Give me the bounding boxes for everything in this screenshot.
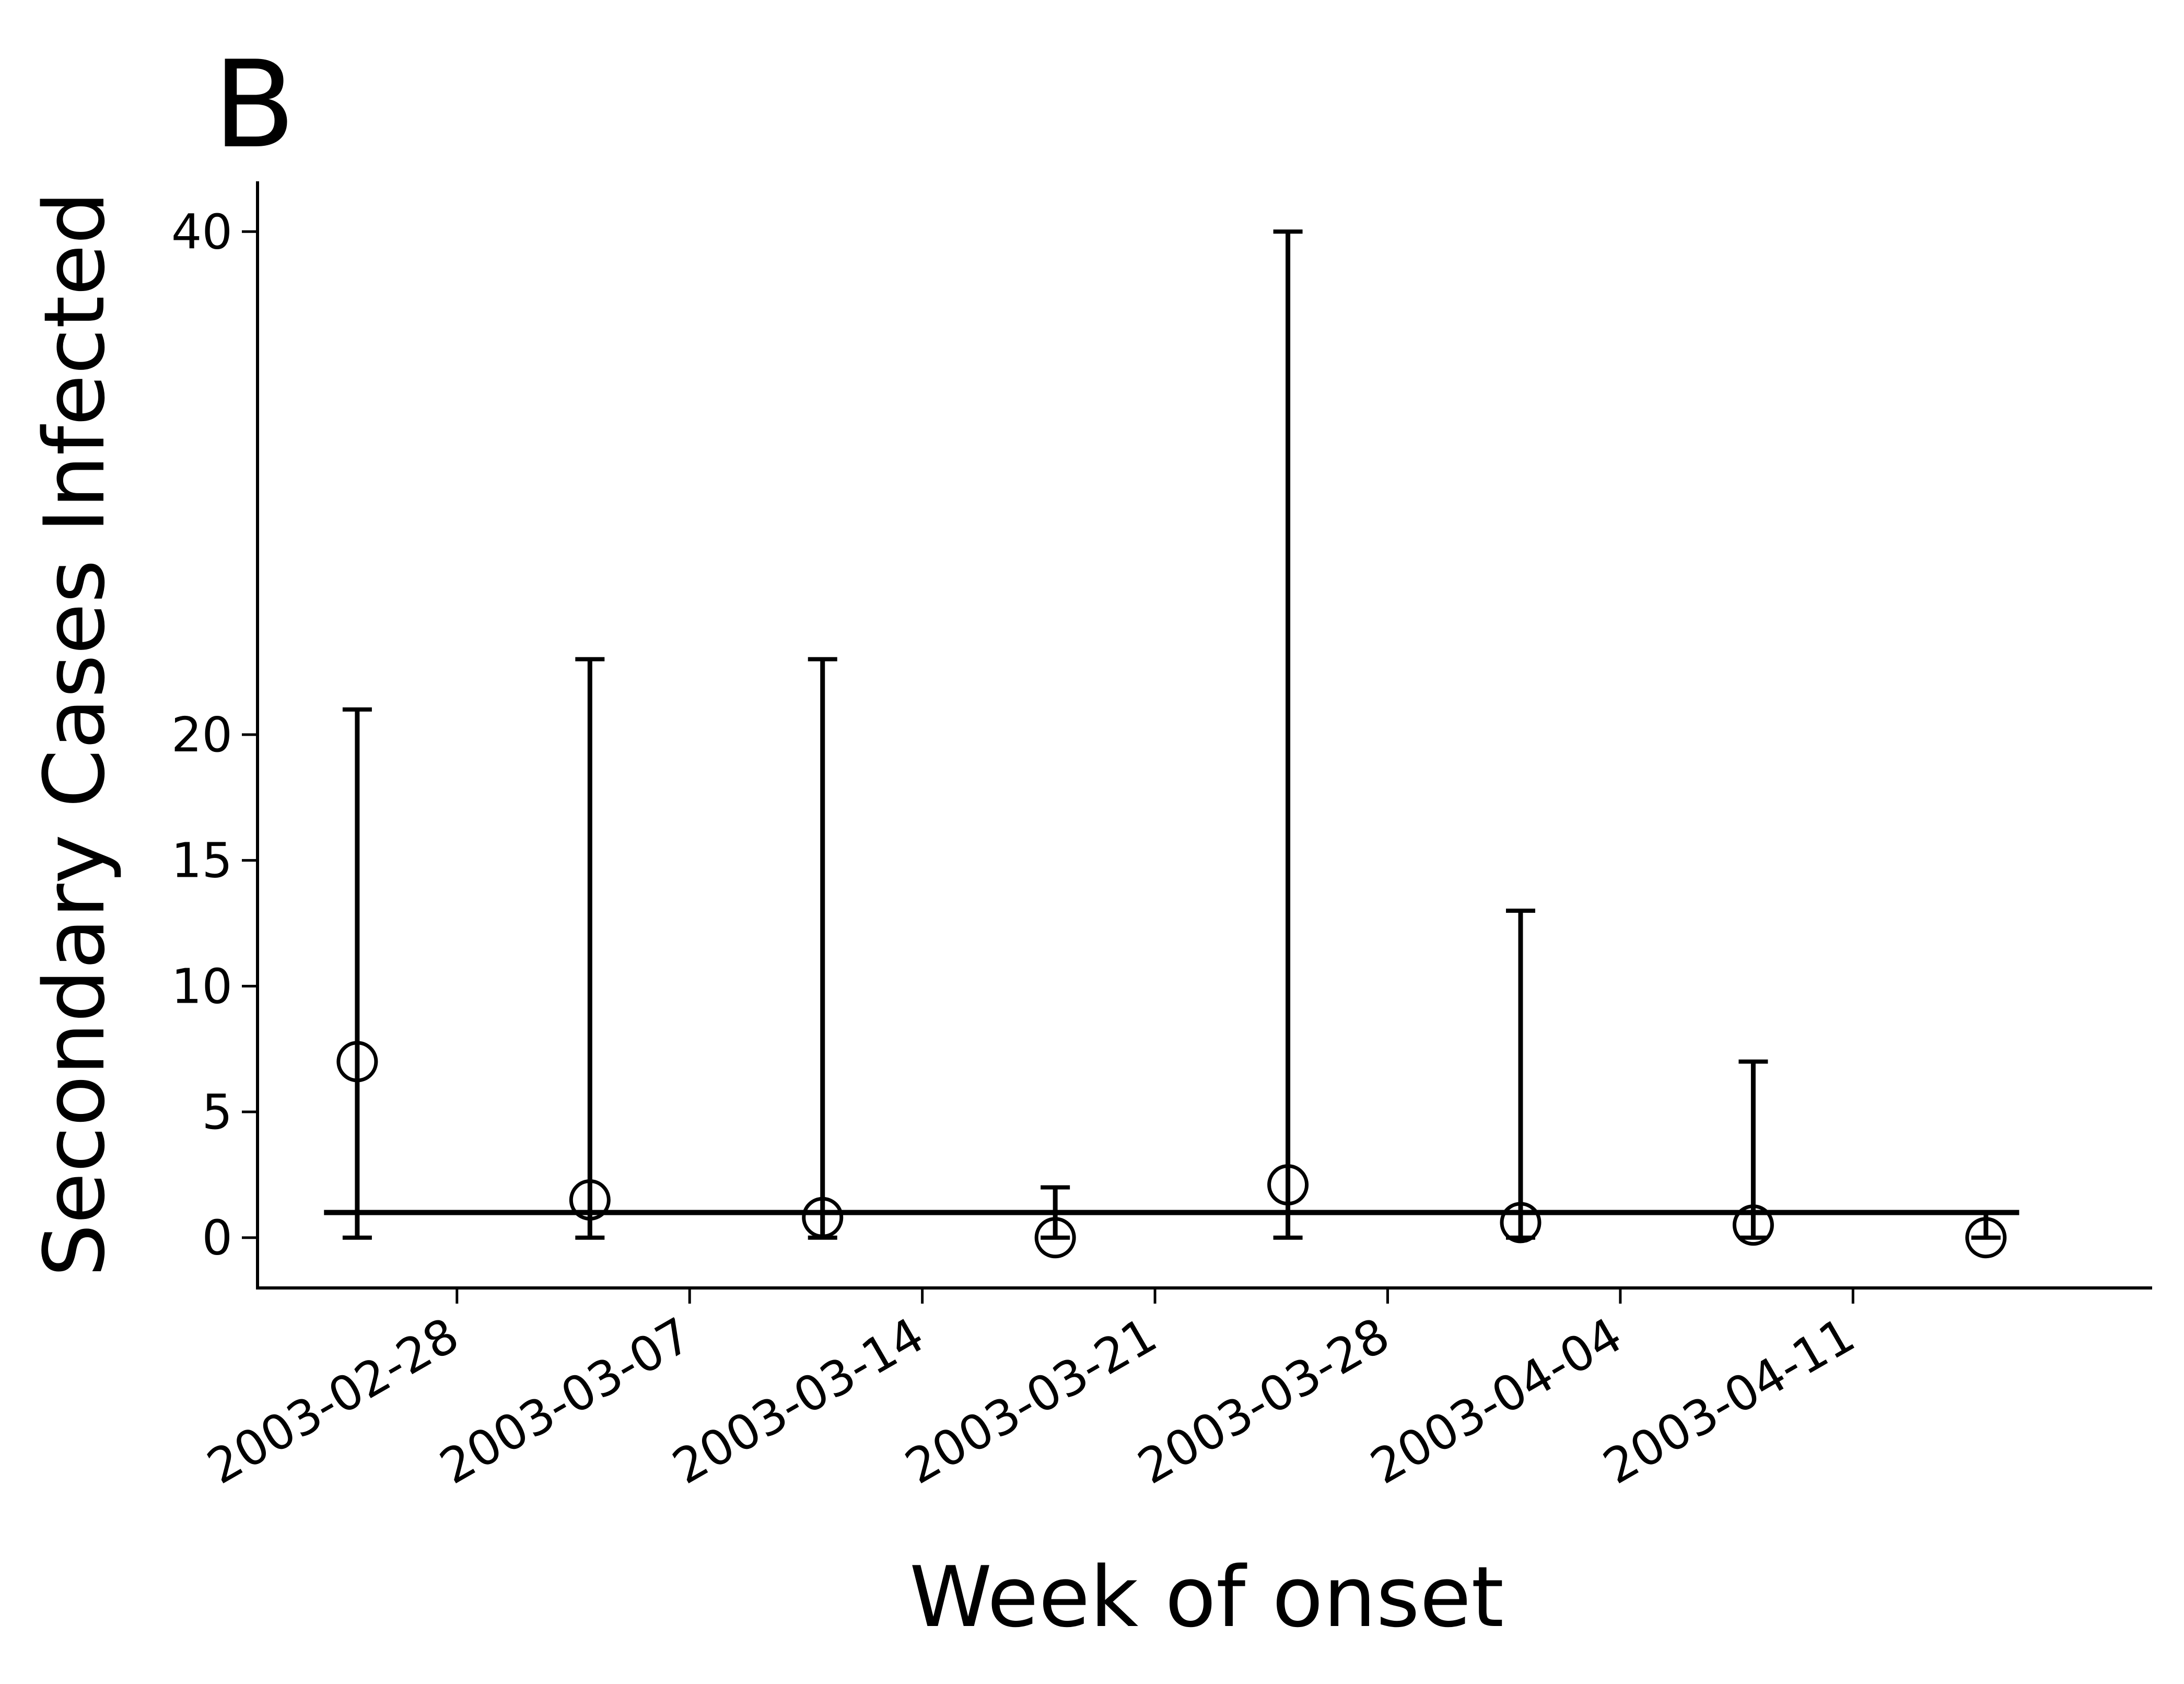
- data-point: [1732, 1204, 1774, 1246]
- x-tick-label: 2003-03-28: [1129, 1307, 1399, 1495]
- data-point: [1500, 1202, 1541, 1244]
- x-tick-label: 2003-02-28: [198, 1307, 468, 1495]
- x-tick-label: 2003-04-04: [1361, 1307, 1631, 1495]
- data-point: [1034, 1217, 1076, 1259]
- x-tick-label: 2003-03-21: [896, 1307, 1166, 1495]
- data-point: [1267, 1164, 1309, 1206]
- data-points: [336, 1041, 2007, 1259]
- y-tick-label: 5: [202, 1084, 232, 1140]
- x-tick-label: 2003-03-14: [663, 1307, 933, 1495]
- y-ticks: 0 5 10 15 20 40: [171, 204, 258, 1266]
- y-tick-label: 10: [171, 958, 232, 1014]
- x-axis-label: Week of onset: [909, 1548, 1504, 1646]
- panel-label: B: [213, 36, 296, 175]
- axes: [256, 181, 2152, 1290]
- y-tick-label: 40: [171, 204, 232, 260]
- y-tick-label: 15: [171, 833, 232, 889]
- data-point: [569, 1179, 611, 1221]
- data-point: [336, 1041, 378, 1083]
- y-tick-label: 0: [202, 1210, 232, 1266]
- x-tick-label: 2003-04-11: [1594, 1307, 1864, 1495]
- error-bars: [342, 229, 2001, 1240]
- data-point: [1965, 1217, 2007, 1259]
- x-ticks: 2003-02-282003-03-072003-03-142003-03-21…: [198, 1288, 1864, 1495]
- data-point: [802, 1197, 844, 1238]
- y-tick-label: 20: [171, 707, 232, 763]
- y-axis-label: Secondary Cases Infected: [26, 191, 123, 1277]
- x-tick-label: 2003-03-07: [431, 1307, 701, 1495]
